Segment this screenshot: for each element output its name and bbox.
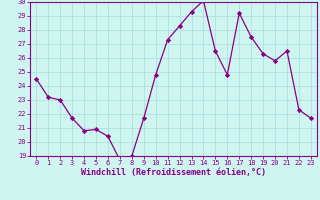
X-axis label: Windchill (Refroidissement éolien,°C): Windchill (Refroidissement éolien,°C) (81, 168, 266, 177)
